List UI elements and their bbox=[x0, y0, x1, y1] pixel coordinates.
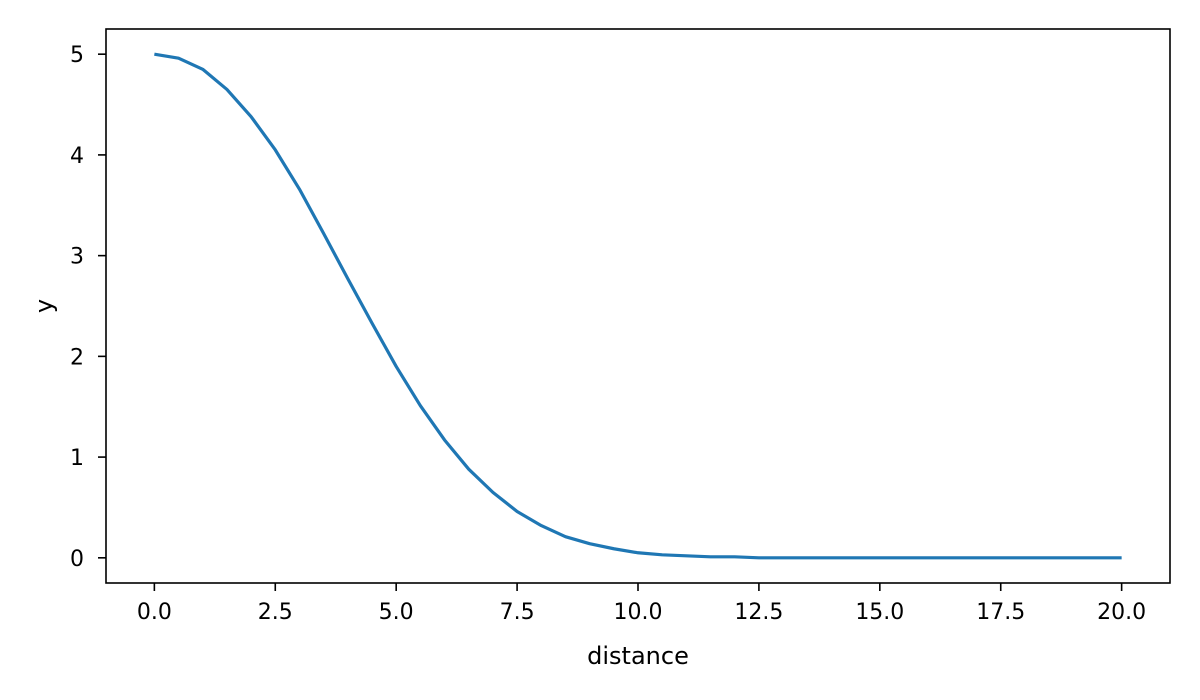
x-tick-label: 17.5 bbox=[976, 600, 1025, 625]
x-tick-label: 5.0 bbox=[379, 600, 414, 625]
x-tick-label: 20.0 bbox=[1097, 600, 1146, 625]
y-tick-label: 3 bbox=[70, 245, 84, 270]
y-tick-label: 2 bbox=[70, 345, 84, 370]
x-axis-label: distance bbox=[587, 642, 689, 670]
series-line-0 bbox=[154, 52, 1122, 560]
y-tick-label: 0 bbox=[70, 547, 84, 572]
y-axis-ticks: 0 1 2 3 4 5 bbox=[70, 43, 106, 572]
x-tick-label: 2.5 bbox=[258, 600, 293, 625]
x-tick-label: 7.5 bbox=[500, 600, 535, 625]
y-axis-label: y bbox=[30, 299, 58, 313]
y-tick-label: 5 bbox=[70, 43, 84, 68]
x-tick-label: 12.5 bbox=[734, 600, 783, 625]
x-axis-ticks: 0.0 2.5 5.0 7.5 10.0 12.5 15.0 17.5 20.0 bbox=[137, 583, 1146, 625]
plot-frame bbox=[105, 28, 1171, 584]
y-tick-label: 1 bbox=[70, 446, 84, 471]
x-tick-label: 0.0 bbox=[137, 600, 172, 625]
x-tick-label: 15.0 bbox=[855, 600, 904, 625]
y-tick-label: 4 bbox=[70, 144, 84, 169]
series-layer bbox=[154, 52, 1122, 560]
plot-area bbox=[106, 29, 1170, 583]
x-tick-label: 10.0 bbox=[614, 600, 663, 625]
